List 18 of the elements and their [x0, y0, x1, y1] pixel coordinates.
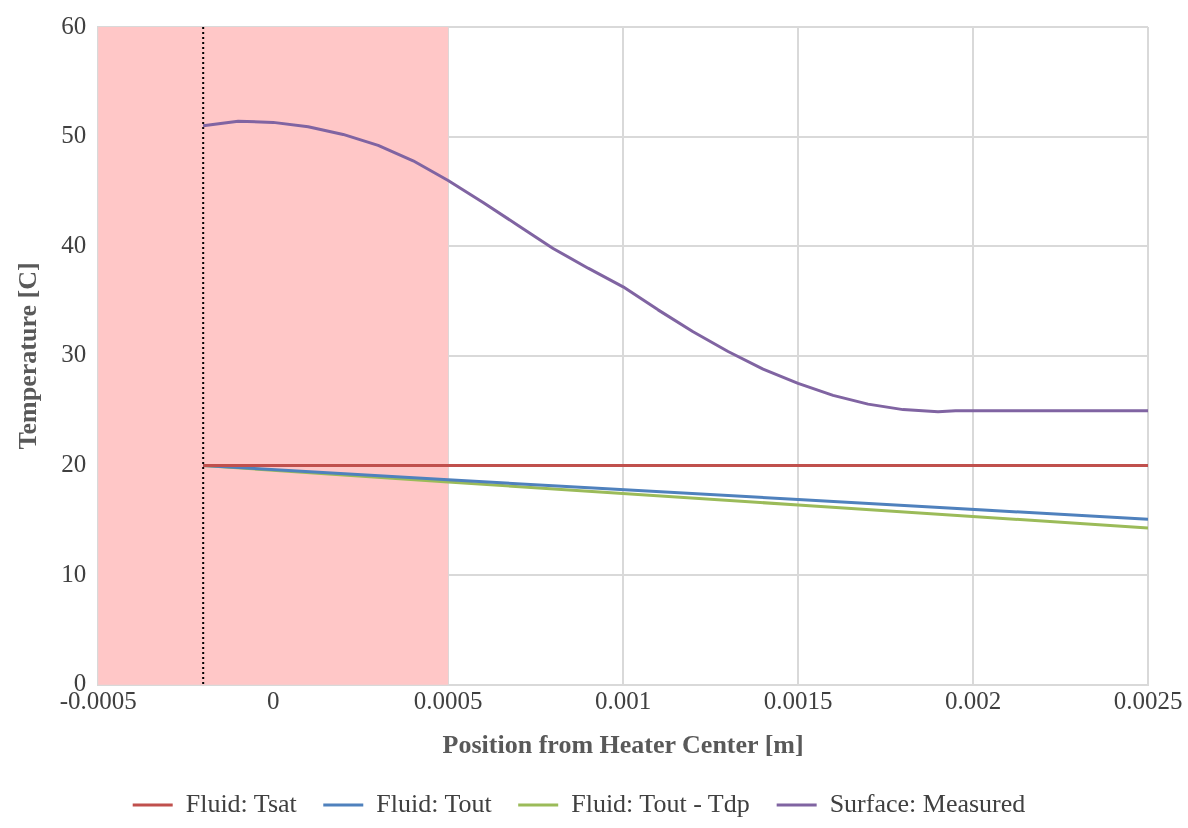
y-axis-title: Temperature [C]	[13, 262, 43, 450]
x-tick-label: 0	[266, 687, 280, 715]
x-tick-label: 0.0025	[1113, 687, 1183, 715]
y-tick-label: 30	[61, 340, 87, 368]
y-tick-label: 60	[61, 11, 87, 39]
x-tick-label: 0.002	[944, 687, 1002, 715]
x-tick-label: 0.001	[594, 687, 652, 715]
x-axis-title: Position from Heater Center [m]	[442, 730, 804, 760]
x-tick-label: 0.0005	[413, 687, 483, 715]
legend-label: Fluid: Tsat	[185, 788, 298, 818]
y-tick-label: 50	[61, 121, 87, 149]
legend-label: Fluid: Tout - Tdp	[571, 788, 750, 818]
y-tick-label: 10	[61, 559, 87, 587]
legend-label: Surface: Measured	[829, 788, 1026, 818]
y-tick-label: 40	[61, 230, 87, 258]
x-tick-label: 0.0015	[763, 687, 833, 715]
legend-label: Fluid: Tout	[376, 788, 493, 818]
y-tick-label: 20	[61, 450, 87, 478]
